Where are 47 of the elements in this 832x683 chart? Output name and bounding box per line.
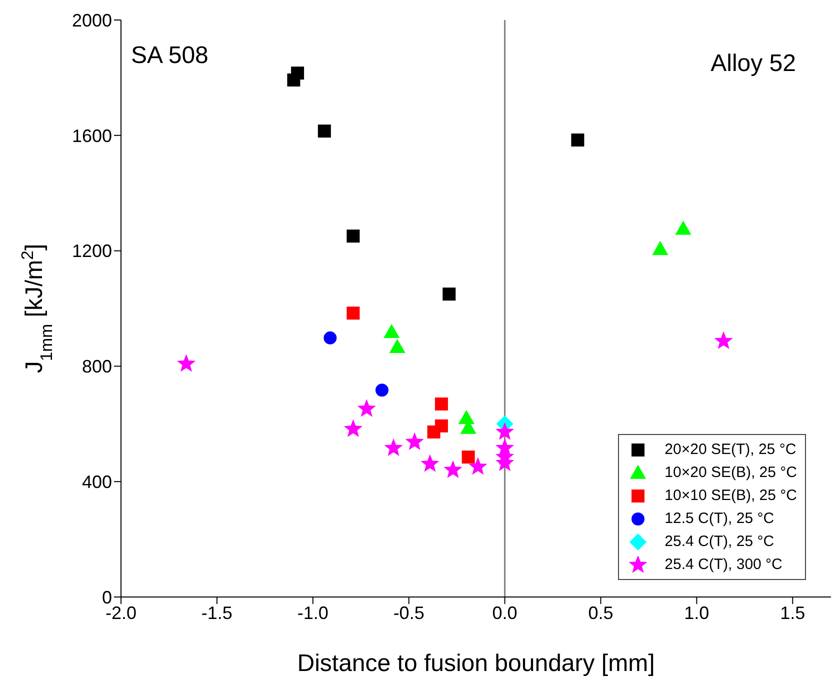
x-tick-label: -1.0 [297,602,328,623]
x-tick-label: 0.5 [588,602,614,623]
x-tick-label: 1.0 [684,602,710,623]
legend-label: 25.4 C(T), 25 °C [664,532,774,552]
x-tick-label: -0.5 [393,602,424,623]
point [324,331,337,344]
legend-label: 25.4 C(T), 300 °C [664,555,782,575]
point [427,425,440,438]
y-tick-label: 1200 [72,241,112,262]
legend-label: 20×20 SE(T), 25 °C [664,440,796,460]
point [421,455,438,472]
point [442,288,456,301]
point [385,439,402,456]
point [358,400,376,416]
point [496,423,514,440]
point [676,221,691,235]
y-tick-label: 400 [82,472,112,492]
point [434,397,448,410]
point [346,306,360,320]
annotation: Alloy 52 [710,50,796,78]
point [406,433,424,450]
x-tick-label: 0.0 [492,602,518,623]
point [178,354,195,372]
point [571,134,584,147]
x-axis-title: Distance to fusion boundary [mm] [297,650,655,677]
point [346,230,360,243]
point [458,410,474,424]
point [384,324,400,338]
y-tick-label: 1600 [72,126,112,146]
point [318,124,331,138]
x-tick-label: 1.5 [780,602,806,623]
legend-label: 10×20 SE(B), 25 °C [664,463,797,483]
point [390,339,406,354]
point [715,332,732,348]
point [344,420,362,436]
point [375,384,388,397]
point [444,461,462,478]
point [469,458,486,474]
annotation: SA 508 [131,42,208,70]
point [462,450,475,464]
point [291,66,304,80]
x-tick-label: -1.5 [201,602,232,623]
point [652,241,668,255]
legend-label: 10×10 SE(B), 25 °C [664,486,797,506]
y-tick-label: 800 [82,356,112,377]
y-tick-label: 2000 [72,10,112,30]
legend-label: 12.5 C(T), 25 °C [664,509,774,529]
